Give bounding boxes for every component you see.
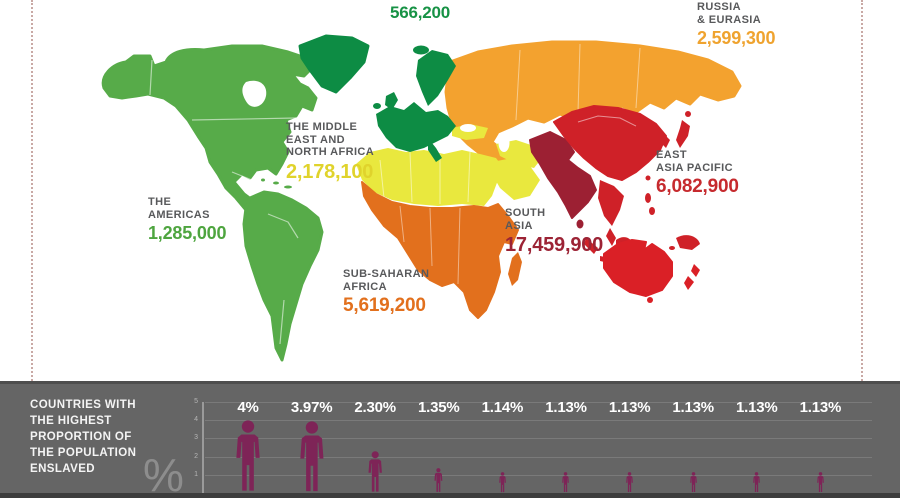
south-asia-name: SOUTH ASIA [505,207,546,232]
europe-value: 566,200 [389,3,451,22]
y-tick-2: 2 [194,452,198,460]
region-south-asia [529,131,597,229]
y-tick-3: 3 [194,434,198,442]
person-icon [368,451,382,492]
region-subsaharan-africa [361,181,522,319]
label-mena: THE MIDDLE EAST AND NORTH AFRICA 2,178,1… [286,121,374,184]
caspian-sea [498,134,510,152]
east-asia-pacific-value: 6,082,900 [656,176,739,197]
dotted-edge-left [31,0,33,381]
panel-bottom-strip [0,493,900,498]
percent-label: 1.13% [799,399,842,416]
gridline-1 [205,474,872,476]
y-tick-1: 1 [194,470,198,478]
person-icon [689,472,697,493]
americas-value: 1,285,000 [148,223,227,243]
y-tick-5: 5 [194,398,198,405]
proportion-chart-panel: COUNTRIES WITH THE HIGHEST PROPORTION OF… [0,381,900,498]
label-russia-eurasia: RUSSIA & EURASIA 2,599,300 [697,1,775,49]
mena-value: 2,178,100 [286,160,374,183]
percent-label: 1.35% [418,399,460,416]
label-americas: THE AMERICAS 1,285,000 [148,196,226,244]
gridline-5 [205,402,872,403]
percent-label: 1.13% [545,399,587,416]
percent-label: 4% [237,399,259,416]
percent-label: 2.30% [354,399,396,416]
person-icon [753,472,761,493]
person-icon [562,472,570,493]
label-south-asia: SOUTH ASIA 17,459,900 [505,207,603,257]
proportion-chart-title: COUNTRIES WITH THE HIGHEST PROPORTION OF… [30,399,137,475]
y-axis-line [202,402,204,493]
percent-label: 1.14% [481,399,524,416]
mena-name: THE MIDDLE EAST AND NORTH AFRICA [286,121,375,158]
person-icon [626,472,633,493]
subsaharan-africa-value: 5,619,200 [343,295,426,316]
person-icon [300,421,324,491]
russia-eurasia-name: RUSSIA & EURASIA [697,1,762,26]
americas-name: THE AMERICAS [148,196,210,221]
region-australia [603,239,700,303]
person-icon [499,472,506,493]
black-sea [460,124,476,132]
percent-label: 1.13% [608,399,651,416]
percent-axis-symbol: % [143,449,184,498]
south-asia-value: 17,459,900 [505,234,604,256]
gridline-3 [205,438,872,440]
label-europe: 566,200 [370,1,470,23]
dotted-edge-right [861,0,863,381]
label-east-asia-pacific: EAST ASIA PACIFIC 6,082,900 [656,149,739,198]
label-subsaharan-africa: SUB-SAHARAN AFRICA 5,619,200 [343,268,429,317]
gridline-4 [205,420,872,422]
person-icon [817,472,824,493]
person-icon [236,420,260,491]
percent-label: 1.13% [736,399,778,416]
east-asia-pacific-name: EAST ASIA PACIFIC [656,149,733,174]
world-map-svg [101,34,742,362]
region-mena [356,124,542,206]
y-tick-4: 4 [194,416,198,424]
percent-label: 1.13% [672,399,714,416]
russia-eurasia-value: 2,599,300 [697,28,776,48]
hudson-bay [242,80,267,107]
region-europe [298,34,456,162]
percent-label: 3.97% [290,399,333,416]
gridline-2 [205,456,872,458]
person-icon [434,468,443,493]
subsaharan-africa-name: SUB-SAHARAN AFRICA [343,268,430,293]
world-map: 566,200 RUSSIA & EURASIA 2,599,300 THE M… [101,1,775,362]
